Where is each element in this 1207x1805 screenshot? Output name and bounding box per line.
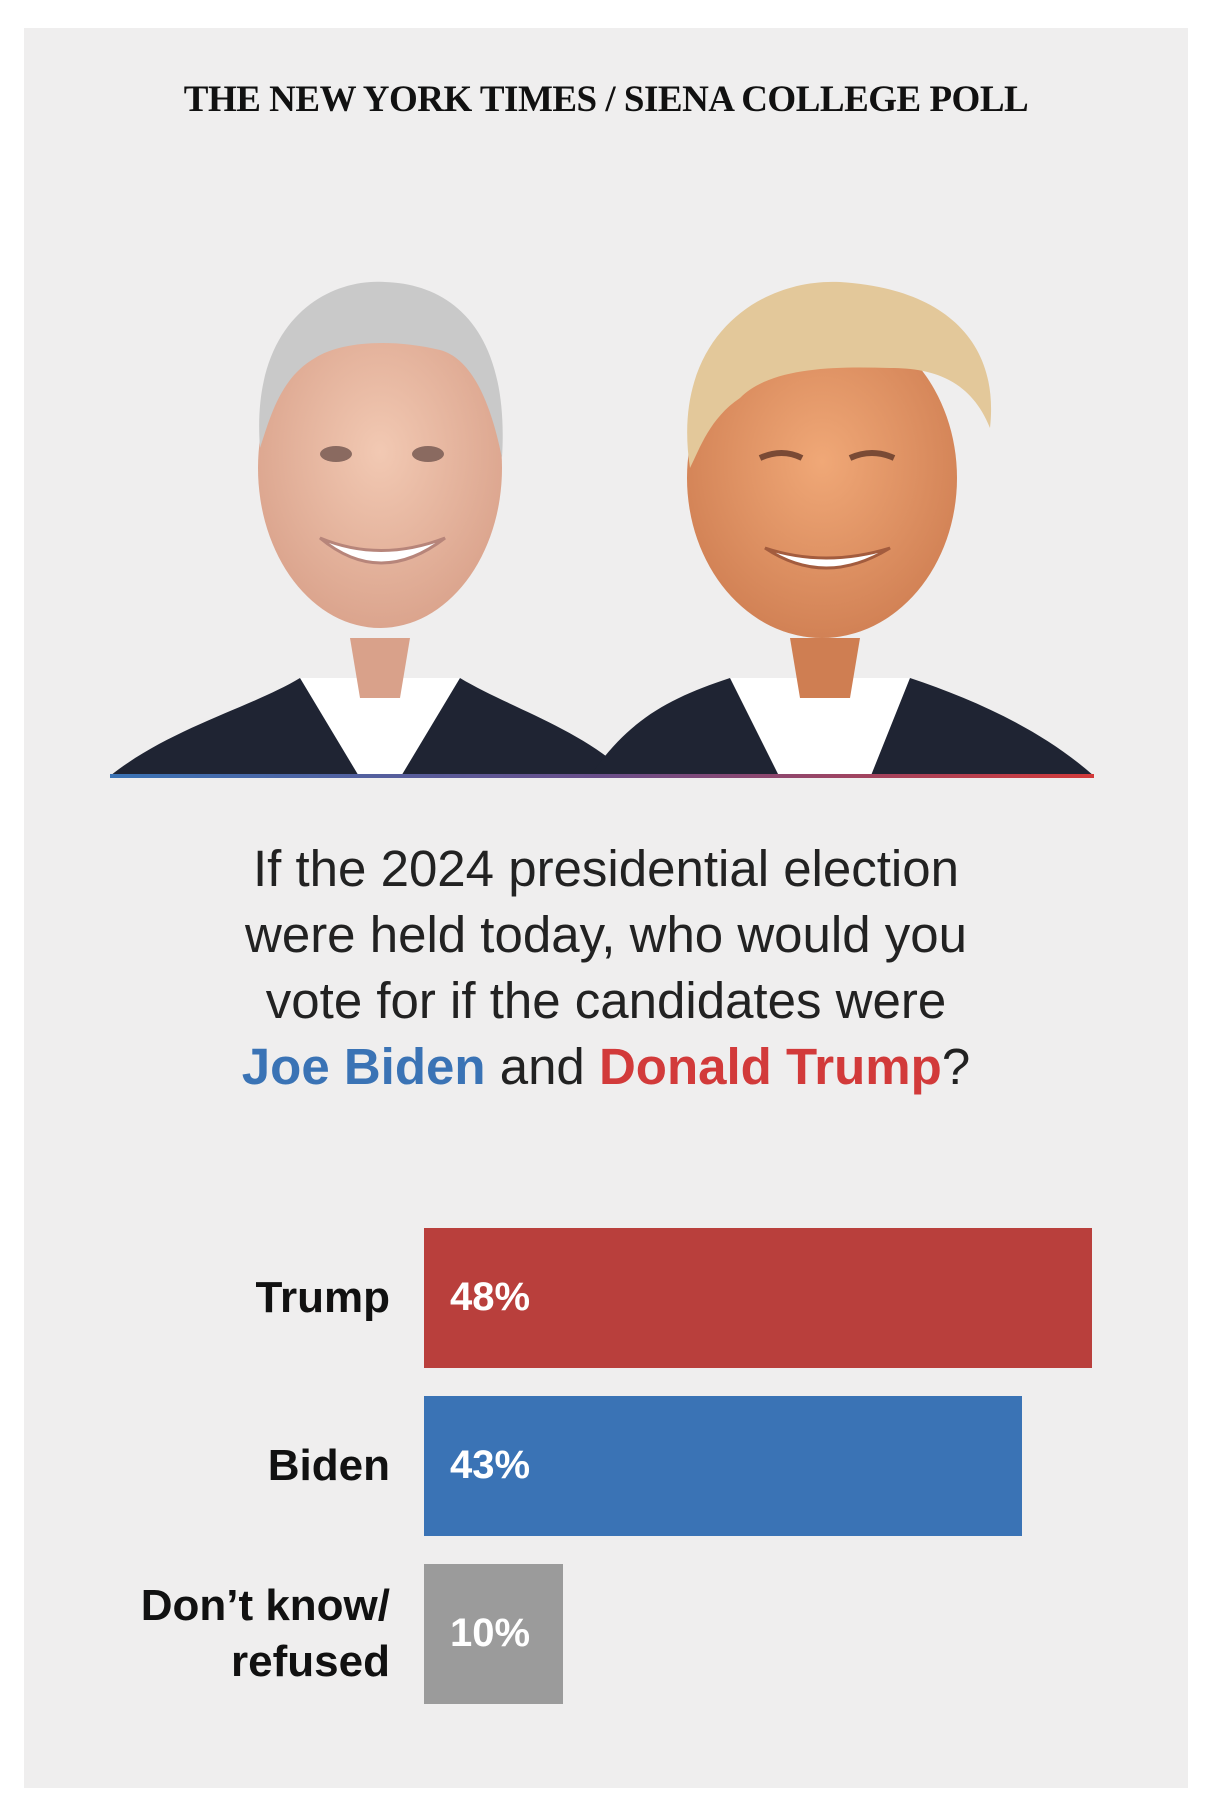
bar-category-label-2: Don’t know/refused — [141, 1578, 390, 1690]
bar-category-label-line: refused — [231, 1637, 390, 1686]
bar-2 — [424, 1564, 563, 1704]
poll-question: If the 2024 presidential election were h… — [84, 836, 1128, 1100]
question-line-1: If the 2024 presidential election — [253, 840, 959, 897]
bar-category-label-line: Biden — [267, 1441, 390, 1490]
candidate-portraits — [110, 258, 1094, 778]
question-line-4: Joe Biden and Donald Trump? — [84, 1034, 1128, 1100]
bar-category-label-line: Don’t know/ — [140, 1581, 390, 1630]
portrait-baseline — [110, 774, 1094, 778]
trump-name: Donald Trump — [598, 1038, 942, 1095]
question-and: and — [485, 1038, 599, 1095]
bar-category-label-0: Trump — [256, 1270, 390, 1326]
bar-0 — [424, 1228, 1092, 1368]
trump-portrait — [590, 281, 1094, 778]
bar-category-label-1: Biden — [268, 1438, 390, 1494]
poll-card: THE NEW YORK TIMES / SIENA COLLEGE POLL — [24, 28, 1188, 1788]
bar-1 — [424, 1396, 1022, 1536]
bar-value-label-2: 10% — [450, 1611, 531, 1655]
biden-portrait — [110, 281, 630, 778]
question-mark: ? — [941, 1038, 971, 1095]
source-title: THE NEW YORK TIMES / SIENA COLLEGE POLL — [183, 79, 1029, 120]
question-line-2: were held today, who would you — [245, 906, 967, 963]
bar-category-label-line: Trump — [255, 1273, 390, 1322]
bar-value-label-1: 43% — [450, 1443, 531, 1487]
bar-value-label-0: 48% — [450, 1275, 531, 1319]
biden-name: Joe Biden — [241, 1038, 486, 1095]
question-line-3: vote for if the candidates were — [265, 972, 947, 1029]
